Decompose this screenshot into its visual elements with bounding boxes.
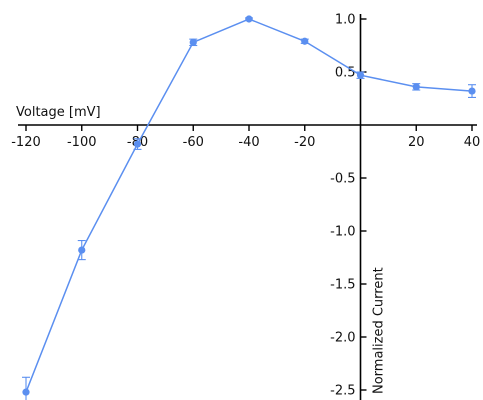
x-tick-label: -40 xyxy=(238,135,259,150)
x-tick-label: -100 xyxy=(67,135,97,150)
y-tick-label: -2.0 xyxy=(330,331,355,346)
x-tick-label: 20 xyxy=(408,135,425,150)
data-point xyxy=(133,140,142,148)
data-point xyxy=(189,38,197,46)
x-tick-label: -60 xyxy=(183,135,204,150)
x-axis-title: Voltage [mV] xyxy=(16,105,101,120)
y-tick-label: -1.5 xyxy=(330,278,355,293)
series-layer xyxy=(22,15,476,400)
x-tick-label: 40 xyxy=(464,135,481,150)
y-tick-label: 1.0 xyxy=(335,13,356,28)
data-point xyxy=(468,87,476,95)
data-point xyxy=(301,37,309,45)
data-point xyxy=(22,388,30,396)
data-point xyxy=(78,246,86,254)
y-tick-label: -0.5 xyxy=(330,172,355,187)
data-point xyxy=(356,71,365,79)
series-line xyxy=(25,18,473,393)
y-tick-label: -1.0 xyxy=(330,225,355,240)
y-tick-label: 0.5 xyxy=(335,66,356,81)
x-tick-label: -20 xyxy=(294,135,315,150)
y-axis-title: Normalized Current xyxy=(372,267,387,394)
data-point xyxy=(412,83,420,91)
y-tick-label: -2.5 xyxy=(330,384,355,399)
data-point xyxy=(245,15,253,23)
x-tick-label: -120 xyxy=(11,135,41,150)
axes: -120-100-80-60-40-2020401.00.5-0.5-1.0-1… xyxy=(11,13,480,400)
